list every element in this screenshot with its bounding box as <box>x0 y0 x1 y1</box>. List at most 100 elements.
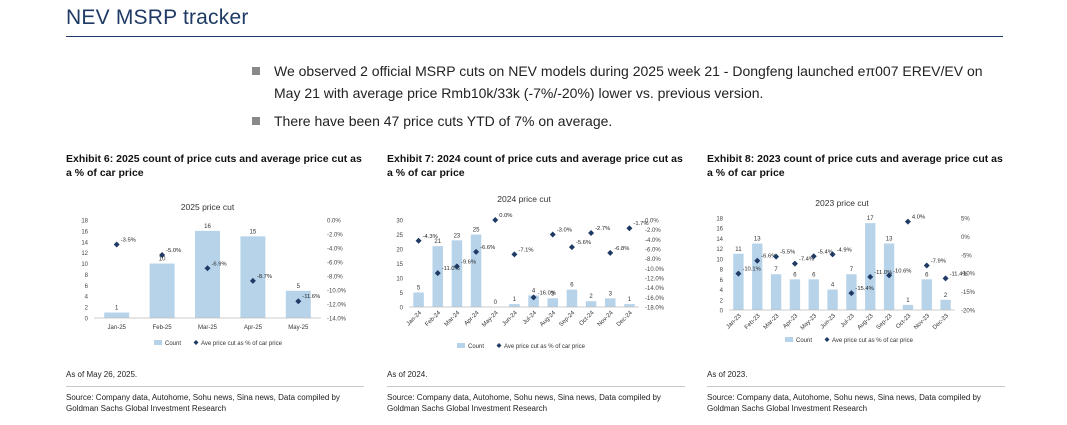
y-right-tick-label: -2.0% <box>645 228 661 234</box>
bar-value-label: 21 <box>434 239 441 245</box>
y-left-tick-label: 18 <box>716 217 723 223</box>
diamond-marker <box>511 251 518 258</box>
bar-value-label: 1 <box>906 298 910 304</box>
x-tick-label: May-24 <box>481 310 500 329</box>
y-left-tick-label: 14 <box>81 240 88 246</box>
y-right-tick-label: 5% <box>961 217 970 223</box>
y-right-tick-label: -20% <box>961 309 976 315</box>
diamond-value-label: -6.8% <box>614 246 629 252</box>
x-tick-label: Jun-23 <box>820 313 838 331</box>
diamond-value-label: -16.0% <box>538 290 556 296</box>
bar <box>432 246 444 307</box>
diamond-marker <box>159 252 166 258</box>
y-right-tick-label: -14.0% <box>327 317 347 323</box>
bar <box>789 279 801 310</box>
diamond-value-label: -1.7% <box>633 221 648 227</box>
diamond-value-label: -5.5% <box>780 250 795 256</box>
diamond-value-label: -11.6% <box>302 294 320 300</box>
chart-title: 2024 price cut <box>497 194 551 204</box>
legend-diamond-icon <box>193 340 199 345</box>
y-right-tick-label: -2.0% <box>327 233 343 239</box>
y-left-tick-label: 16 <box>81 229 88 235</box>
diamond-marker <box>473 248 480 255</box>
y-right-tick-label: -4.0% <box>327 247 343 253</box>
page-title: NEV MSRP tracker <box>66 6 249 29</box>
diamond-marker <box>923 262 930 269</box>
legend-count-swatch <box>457 343 465 348</box>
diamond-marker <box>588 230 595 237</box>
source-divider <box>66 386 364 387</box>
chart-2025-price-cut: 2025 price cut 0 2 4 6 8 10 12 14 16 18 0.0% -2.0% -4… <box>81 202 347 347</box>
bar-value-label: 25 <box>473 228 480 234</box>
x-tick-label: Dec-24 <box>616 310 634 328</box>
x-tick-label: Sep-24 <box>558 310 576 328</box>
diamond-marker <box>434 270 441 277</box>
exhibit-7: Exhibit 7: 2024 count of price cuts and … <box>387 152 687 180</box>
diamond-value-label: 4.0% <box>912 215 925 221</box>
bar-value-label: 2 <box>944 293 948 299</box>
y-right-tick-label: 0.0% <box>327 219 341 225</box>
x-tick-label: Oct-24 <box>579 310 596 327</box>
y-left-tick-label: 6 <box>85 284 89 290</box>
bar <box>413 292 424 307</box>
y-left-tick-label: 8 <box>720 268 724 274</box>
bar-value-label: 6 <box>793 272 797 278</box>
bar <box>195 230 220 318</box>
diamond-value-label: -5.0% <box>166 248 181 254</box>
y-right-tick-label: -15% <box>961 290 976 296</box>
diamond-marker <box>942 275 949 282</box>
diamond-marker <box>867 273 874 280</box>
bar-value-label: 1 <box>628 297 632 303</box>
y-left-tick-label: 20 <box>396 248 403 254</box>
bar <box>528 295 539 307</box>
legend-count-label: Count <box>468 344 484 350</box>
bar-value-label: 1 <box>513 297 517 303</box>
legend-diamond-icon <box>824 337 830 342</box>
bar <box>285 290 311 318</box>
y-left-tick-label: 0 <box>720 309 724 315</box>
x-tick-label: Mar-23 <box>763 313 781 331</box>
diamond-value-label: -11.4% <box>950 271 968 277</box>
bar <box>547 298 559 307</box>
diamond-marker <box>848 290 855 297</box>
bullet-list: We observed 2 official MSRP cuts on NEV … <box>252 60 1012 138</box>
exhibit-6: Exhibit 6: 2025 count of price cuts and … <box>66 152 366 180</box>
y-left-tick-label: 12 <box>716 247 723 253</box>
as-of-note: As of May 26, 2025. <box>66 370 138 379</box>
bar <box>770 274 782 310</box>
bar-value-label: 15 <box>250 229 257 235</box>
bar <box>585 301 597 307</box>
diamond-value-label: -8.7% <box>257 274 272 280</box>
x-tick-label: Feb-24 <box>424 310 442 328</box>
y-left-tick-label: 10 <box>81 262 88 268</box>
diamond-value-label: -7.4% <box>799 257 814 263</box>
bar-value-label: 7 <box>774 267 778 273</box>
bullet-item: There have been 47 price cuts YTD of 7% … <box>252 110 1012 132</box>
source-divider <box>707 386 1005 387</box>
x-tick-label: Oct-23 <box>895 313 912 330</box>
legend-count-label: Count <box>796 338 812 344</box>
y-left-tick-label: 2 <box>720 298 724 304</box>
diamond-marker <box>904 218 911 225</box>
diamond-value-label: -5.6% <box>576 240 591 246</box>
x-tick-label: Aug-24 <box>539 310 557 328</box>
bar-value-label: 7 <box>850 267 854 273</box>
bar-value-label: 16 <box>204 224 211 230</box>
bar-value-label: 5 <box>297 284 301 290</box>
diamond-value-label: -6.9% <box>212 261 227 267</box>
y-right-tick-label: -10.0% <box>645 267 665 273</box>
diamond-value-label: -15.4% <box>855 286 873 292</box>
legend-count-swatch <box>785 337 793 342</box>
bar-value-label: 10 <box>159 257 166 263</box>
bullet-text: There have been 47 price cuts YTD of 7% … <box>274 113 613 129</box>
bar <box>902 304 914 310</box>
x-tick-label: Dec-23 <box>932 313 950 331</box>
source-note: Source: Company data, Autohome, Sohu new… <box>387 393 661 413</box>
y-right-tick-label: 0% <box>961 235 970 241</box>
bar-value-label: 11 <box>735 247 742 253</box>
legend-diamond-label: Ave price cut as % of car price <box>504 344 586 350</box>
x-tick-label: Jun-24 <box>502 310 520 328</box>
bar <box>752 243 763 310</box>
bar-value-label: 6 <box>812 272 816 278</box>
y-left-tick-label: 6 <box>720 278 724 284</box>
